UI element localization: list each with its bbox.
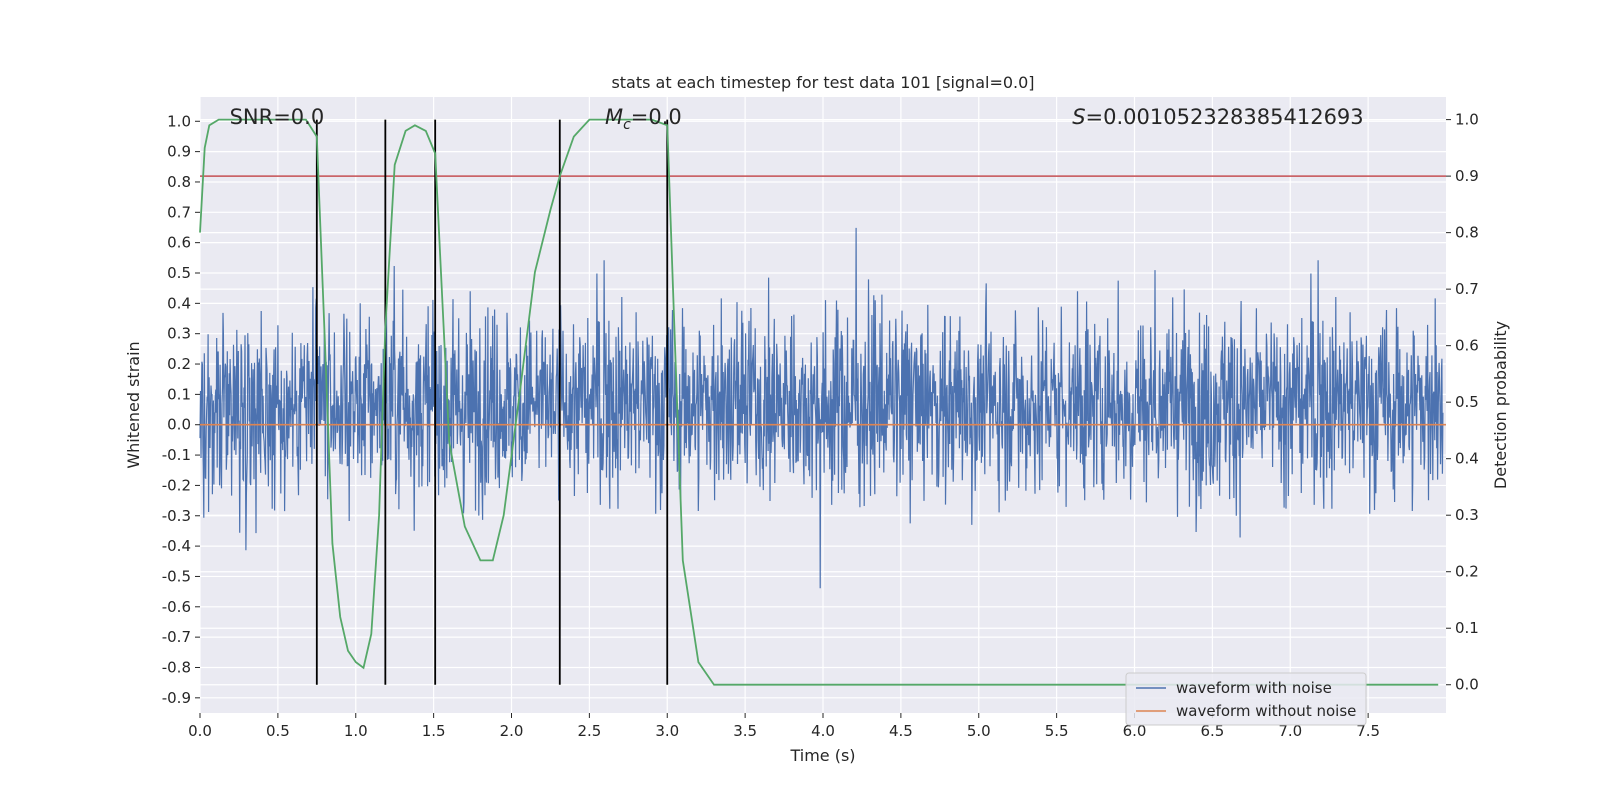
y2-tick-label: 0.3	[1455, 506, 1479, 524]
y-tick-label: -0.1	[162, 446, 191, 464]
x-tick-label: 2.5	[577, 722, 601, 740]
y2-tick-label: 0.9	[1455, 167, 1479, 185]
y-tick-label: -0.8	[162, 658, 191, 676]
y-tick-label: 0.6	[167, 234, 191, 252]
x-tick-label: 4.5	[889, 722, 913, 740]
y-tick-label: -0.5	[162, 567, 191, 585]
y-tick-label: 0.9	[167, 143, 191, 161]
y-tick-label: 0.2	[167, 355, 191, 373]
y2-tick-label: 0.7	[1455, 280, 1479, 298]
s-value: =0.001052328385412693	[1086, 105, 1364, 129]
y2-tick-label: 0.5	[1455, 393, 1479, 411]
chart-title: stats at each timestep for test data 101…	[611, 73, 1034, 92]
x-tick-label: 0.0	[188, 722, 212, 740]
y-tick-label: -0.7	[162, 628, 191, 646]
legend-label-clean: waveform without noise	[1176, 702, 1356, 720]
y-tick-label: 0.8	[167, 173, 191, 191]
y2-tick-label: 0.1	[1455, 619, 1479, 637]
y-tick-label: 0.3	[167, 325, 191, 343]
y-axis-label: Whitened strain	[124, 341, 143, 468]
y2-tick-label: 0.0	[1455, 676, 1479, 694]
x-tick-label: 6.5	[1200, 722, 1224, 740]
chirp-mass-annotation: Mc=0.0	[605, 105, 682, 133]
y-tick-label: 1.0	[167, 112, 191, 130]
detection-probability-line	[199, 118, 1439, 686]
mc-symbol: M	[605, 105, 623, 129]
mc-subscript: c	[623, 117, 631, 133]
x-tick-label: 7.0	[1278, 722, 1302, 740]
y2-tick-label: 1.0	[1455, 111, 1479, 129]
overlay-lines	[199, 118, 1446, 686]
y-tick-label: -0.3	[162, 507, 191, 525]
x-axis-label: Time (s)	[789, 746, 855, 765]
noisy-waveform-series	[199, 227, 1444, 589]
noisy-waveform-line	[199, 227, 1444, 589]
x-tick-label: 5.5	[1045, 722, 1069, 740]
y-tick-label: 0.4	[167, 294, 191, 312]
y-tick-label: -0.6	[162, 598, 191, 616]
x-tick-label: 3.5	[733, 722, 757, 740]
y2-tick-label: 0.8	[1455, 224, 1479, 242]
x-tick-label: 0.5	[266, 722, 290, 740]
y-tick-label: 0.7	[167, 203, 191, 221]
y-tick-label: 0.5	[167, 264, 191, 282]
legend: waveform with noise waveform without noi…	[1125, 672, 1367, 726]
snr-annotation: SNR=0.0	[230, 105, 325, 129]
legend-box	[1125, 672, 1367, 726]
y2-tick-label: 0.6	[1455, 337, 1479, 355]
x-tick-label: 7.5	[1356, 722, 1380, 740]
y2-tick-label: 0.2	[1455, 563, 1479, 581]
legend-label-noisy: waveform with noise	[1176, 679, 1332, 697]
x-tick-label: 1.0	[344, 722, 368, 740]
axes: 0.0 0.5 1.0 1.5 2.0 2.5 3.0 3.5 4.0 4.5 5.0 5.5 6.0 6…	[162, 111, 1479, 740]
x-tick-label: 1.5	[422, 722, 446, 740]
y-tick-label: -0.9	[162, 689, 191, 707]
x-tick-label: 4.0	[811, 722, 835, 740]
x-tick-label: 3.0	[655, 722, 679, 740]
x-tick-label: 5.0	[967, 722, 991, 740]
x-tick-label: 2.0	[500, 722, 524, 740]
mc-value: =0.0	[631, 105, 682, 129]
y2-tick-label: 0.4	[1455, 450, 1479, 468]
x-tick-label: 6.0	[1123, 722, 1147, 740]
y-tick-label: 0.1	[167, 385, 191, 403]
y-tick-label: -0.2	[162, 476, 191, 494]
score-annotation: S=0.001052328385412693	[1072, 105, 1363, 129]
y-tick-label: -0.4	[162, 537, 191, 555]
s-symbol: S	[1072, 105, 1085, 129]
y2-axis-label: Detection probability	[1491, 321, 1510, 489]
y-tick-label: 0.0	[167, 416, 191, 434]
